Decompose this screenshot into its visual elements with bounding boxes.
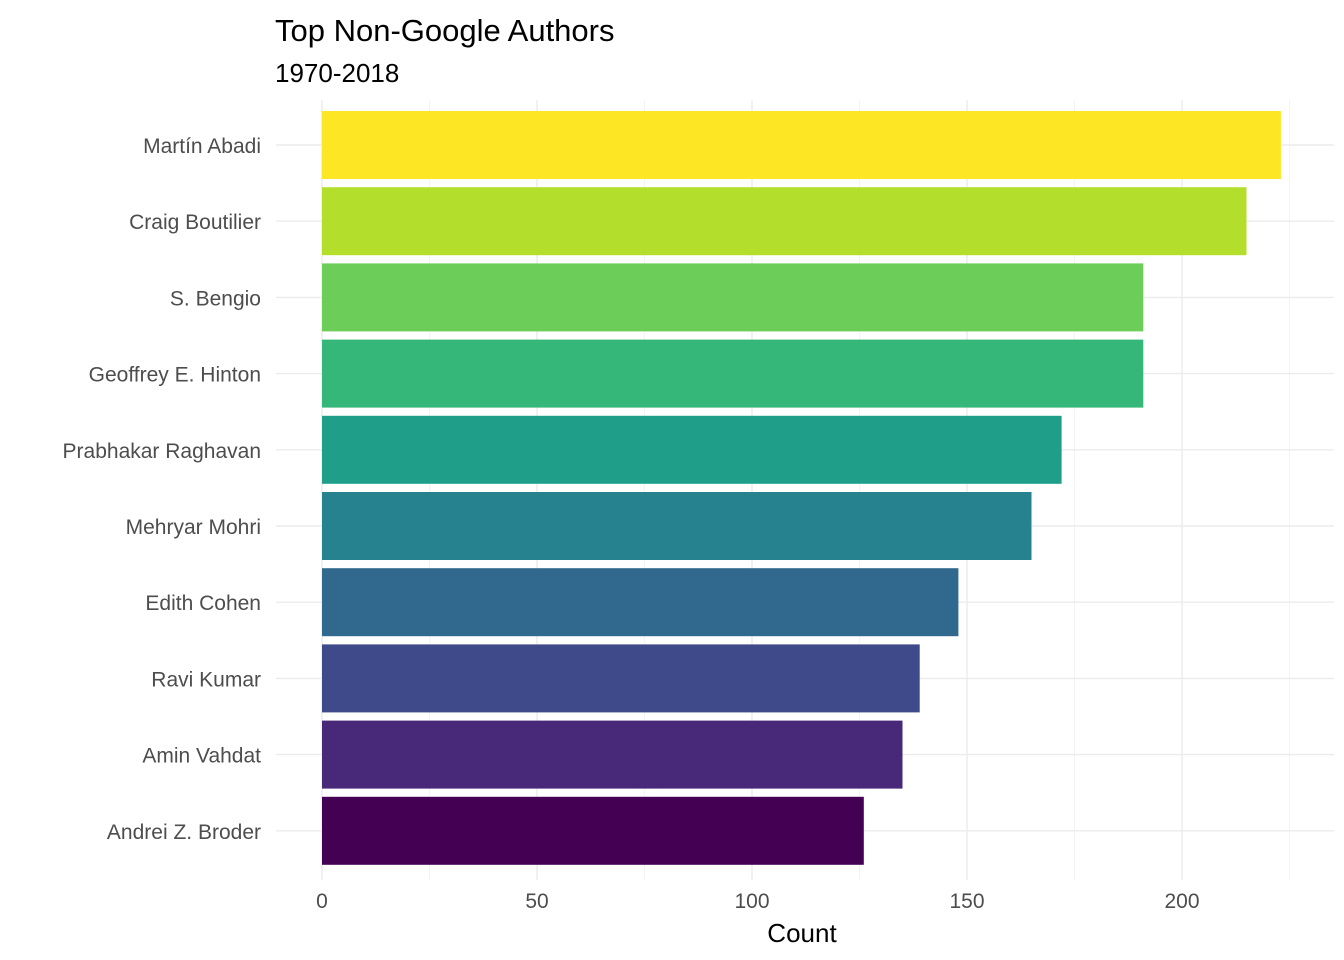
x-tick-label: 200 [1164,890,1199,913]
y-tick-label: Edith Cohen [145,592,261,615]
x-tick-label: 100 [734,890,769,913]
y-tick-label: Andrei Z. Broder [107,821,261,844]
bar [322,644,920,713]
bar [322,187,1247,256]
x-tick-label: 0 [316,890,328,913]
y-tick-label: Craig Boutilier [129,211,261,234]
bar [322,492,1032,560]
bar [322,111,1281,179]
y-tick-label: Mehryar Mohri [126,516,261,539]
bar [322,720,903,789]
bar [322,339,1144,408]
y-tick-label: Prabhakar Raghavan [63,440,261,463]
bar [322,796,864,865]
bar [322,263,1144,332]
y-tick-label: Geoffrey E. Hinton [89,364,261,387]
y-tick-label: Ravi Kumar [151,668,261,691]
y-tick-label: S. Bengio [170,287,261,310]
bar [322,568,959,637]
y-axis-tick-labels: Martín Abadi Craig Boutilier S. Bengio Geof… [63,135,262,844]
x-tick-label: 150 [949,890,984,913]
x-axis-tick-labels: 0 50 100 150 200 [316,890,1199,913]
y-tick-label: Martín Abadi [143,135,261,158]
x-tick-label: 50 [525,890,548,913]
chart-title: Top Non-Google Authors [275,13,615,48]
x-axis-label: Count [767,918,837,948]
chart-subtitle: 1970-2018 [275,58,399,88]
bars [322,111,1281,865]
y-tick-label: Amin Vahdat [142,745,261,768]
bar [322,415,1062,484]
